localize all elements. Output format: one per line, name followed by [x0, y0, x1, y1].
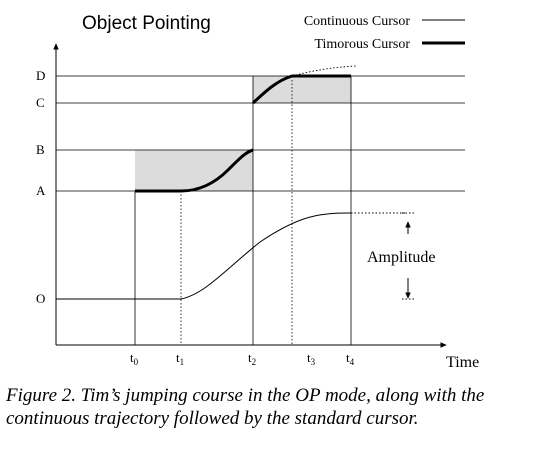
tick-label-t2: t2 — [248, 350, 256, 367]
x-axis-label: Time — [446, 354, 479, 371]
figure-caption: Figure 2. Tim’s jumping course in the OP… — [6, 385, 485, 429]
tick-label-t1: t1 — [176, 350, 184, 367]
level-label-b: B — [36, 142, 45, 157]
shaded-region-a-b — [135, 150, 253, 191]
tick-label-t4: t4 — [346, 350, 355, 367]
level-label-d: D — [36, 68, 45, 83]
tick-label-t3: t3 — [307, 350, 316, 367]
diagram-title: Object Pointing — [82, 13, 211, 34]
legend-continuous-label: Continuous Cursor — [304, 14, 411, 29]
timorous-cursor-overshoot-dotted — [291, 65, 358, 77]
level-label-a: A — [36, 183, 46, 198]
continuous-cursor-curve — [56, 212, 352, 300]
amplitude-label: Amplitude — [367, 249, 435, 266]
level-label-o: O — [36, 291, 45, 306]
timorous-cursor-segment-c-d — [251, 74, 351, 105]
op-mode-diagram: Object Pointing Continuous Cursor Timoro… — [36, 13, 479, 371]
level-label-c: C — [36, 95, 45, 110]
tick-label-t0: t0 — [130, 350, 139, 367]
timorous-cursor-segment-a-b — [135, 148, 254, 193]
legend-timorous-label: Timorous Cursor — [314, 37, 410, 52]
legend: Continuous Cursor Timorous Cursor — [304, 14, 465, 52]
